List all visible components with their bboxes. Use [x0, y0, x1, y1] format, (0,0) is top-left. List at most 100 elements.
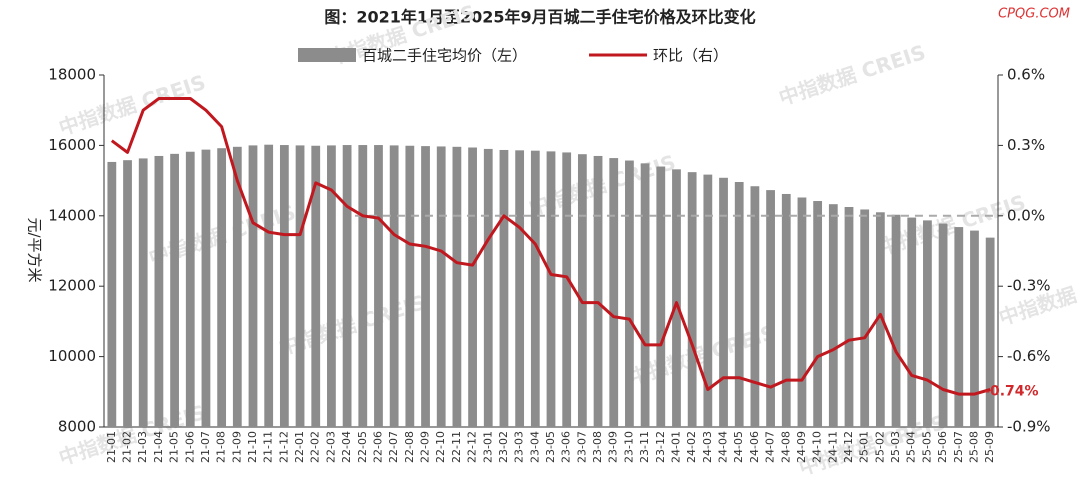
bar [217, 148, 227, 427]
x-tick-label: 22-12 [466, 431, 479, 463]
bar [530, 150, 540, 427]
x-tick-label: 23-07 [575, 431, 588, 463]
bar [593, 155, 603, 427]
x-tick-label: 23-10 [622, 431, 635, 463]
x-tick-label: 22-03 [324, 431, 337, 463]
bar [201, 149, 211, 427]
x-tick-label: 22-08 [403, 431, 416, 463]
bar [860, 209, 870, 427]
bar [954, 227, 964, 427]
x-tick-label: 22-06 [371, 431, 384, 463]
x-tick-label: 21-07 [199, 431, 212, 463]
bar [405, 145, 415, 427]
x-tick-label: 24-08 [779, 431, 792, 463]
line [110, 97, 991, 396]
x-tick-label: 23-03 [513, 431, 526, 463]
y2-tick-label: -0.9% [1007, 418, 1051, 436]
x-tick-label: 23-05 [544, 431, 557, 463]
bar [123, 160, 132, 427]
bar [248, 145, 258, 427]
x-tick-label: 23-09 [607, 431, 620, 463]
x-tick-label: 23-04 [528, 431, 541, 463]
x-tick-label: 21-06 [183, 431, 196, 463]
bar [436, 146, 446, 427]
value-label: -0.74% [984, 383, 1038, 399]
x-tick-label: 21-01 [105, 431, 118, 463]
y2-tick-label: 0.0% [1007, 206, 1045, 224]
x-tick-label: 24-05 [732, 431, 745, 463]
bar [687, 172, 697, 427]
x-tick-label: 23-02 [497, 431, 510, 463]
bar [797, 197, 807, 427]
x-tick-label: 24-03 [701, 431, 714, 463]
bar [625, 160, 634, 427]
watermark: 中指数据 CREIS [996, 260, 1080, 330]
bar [483, 148, 493, 428]
bar [515, 150, 525, 427]
x-tick-label: 21-05 [168, 431, 181, 463]
x-tick-label: 25-05 [920, 431, 933, 463]
x-tick-label: 21-10 [246, 431, 259, 463]
x-tick-label: 25-07 [952, 431, 965, 463]
bar [734, 182, 744, 427]
x-tick-label: 22-04 [340, 431, 353, 463]
y2-tick-label: -0.3% [1007, 277, 1051, 295]
x-tick-label: 22-10 [434, 431, 447, 463]
y-tick-label: 16000 [48, 136, 96, 154]
x-tick-label: 23-01 [481, 431, 494, 463]
x-tick-label: 24-09 [795, 431, 808, 463]
bar [609, 158, 619, 427]
bar [781, 193, 791, 427]
legend-label: 百城二手住宅均价（左） [362, 47, 527, 65]
x-tick-label: 22-11 [450, 431, 463, 463]
y-tick-label: 18000 [48, 66, 96, 84]
x-tick-label: 24-12 [842, 431, 855, 463]
x-tick-label: 25-09 [983, 431, 996, 463]
bar [232, 146, 242, 428]
x-tick-label: 22-02 [309, 431, 322, 463]
bar [923, 220, 932, 427]
x-tick-label: 25-01 [858, 431, 871, 463]
y-tick-label: 10000 [48, 347, 96, 365]
x-tick-label: 21-04 [152, 431, 165, 463]
bar [342, 145, 352, 427]
bar [703, 174, 713, 427]
bar [938, 223, 948, 427]
x-tick-label: 24-06 [748, 431, 761, 463]
x-tick-label: 25-03 [889, 431, 902, 463]
bar [107, 161, 117, 427]
bar [327, 145, 336, 427]
legend-swatch [298, 48, 356, 62]
x-tick-label: 23-12 [654, 431, 667, 463]
bar [719, 177, 728, 427]
x-tick-label: 24-11 [826, 431, 839, 463]
source-mark: CPQG.COM [998, 7, 1070, 22]
x-tick-label: 24-04 [717, 431, 730, 463]
bar [844, 207, 854, 427]
x-tick-label: 22-01 [293, 431, 306, 463]
x-tick-label: 22-09 [419, 431, 432, 463]
bar [546, 151, 556, 427]
x-tick-label: 23-08 [591, 431, 604, 463]
bar [985, 237, 995, 427]
x-tick-label: 21-09 [230, 431, 243, 463]
x-tick-label: 24-07 [764, 431, 777, 463]
x-tick-label: 25-02 [873, 431, 886, 463]
x-tick-label: 21-12 [277, 431, 290, 463]
bar [154, 155, 164, 427]
bar [907, 217, 917, 427]
x-tick-label: 22-07 [387, 431, 400, 463]
x-tick-label: 25-06 [936, 431, 949, 463]
x-tick-label: 23-06 [560, 431, 573, 463]
bar [138, 158, 148, 427]
bar [656, 166, 666, 427]
bar [170, 153, 179, 427]
x-tick-label: 24-01 [669, 431, 682, 463]
y-tick-label: 8000 [58, 418, 96, 436]
y2-tick-label: 0.6% [1007, 66, 1045, 84]
bar [750, 186, 760, 427]
bar [468, 147, 477, 427]
bar [577, 154, 587, 427]
bar [185, 151, 195, 427]
bar [264, 144, 274, 428]
